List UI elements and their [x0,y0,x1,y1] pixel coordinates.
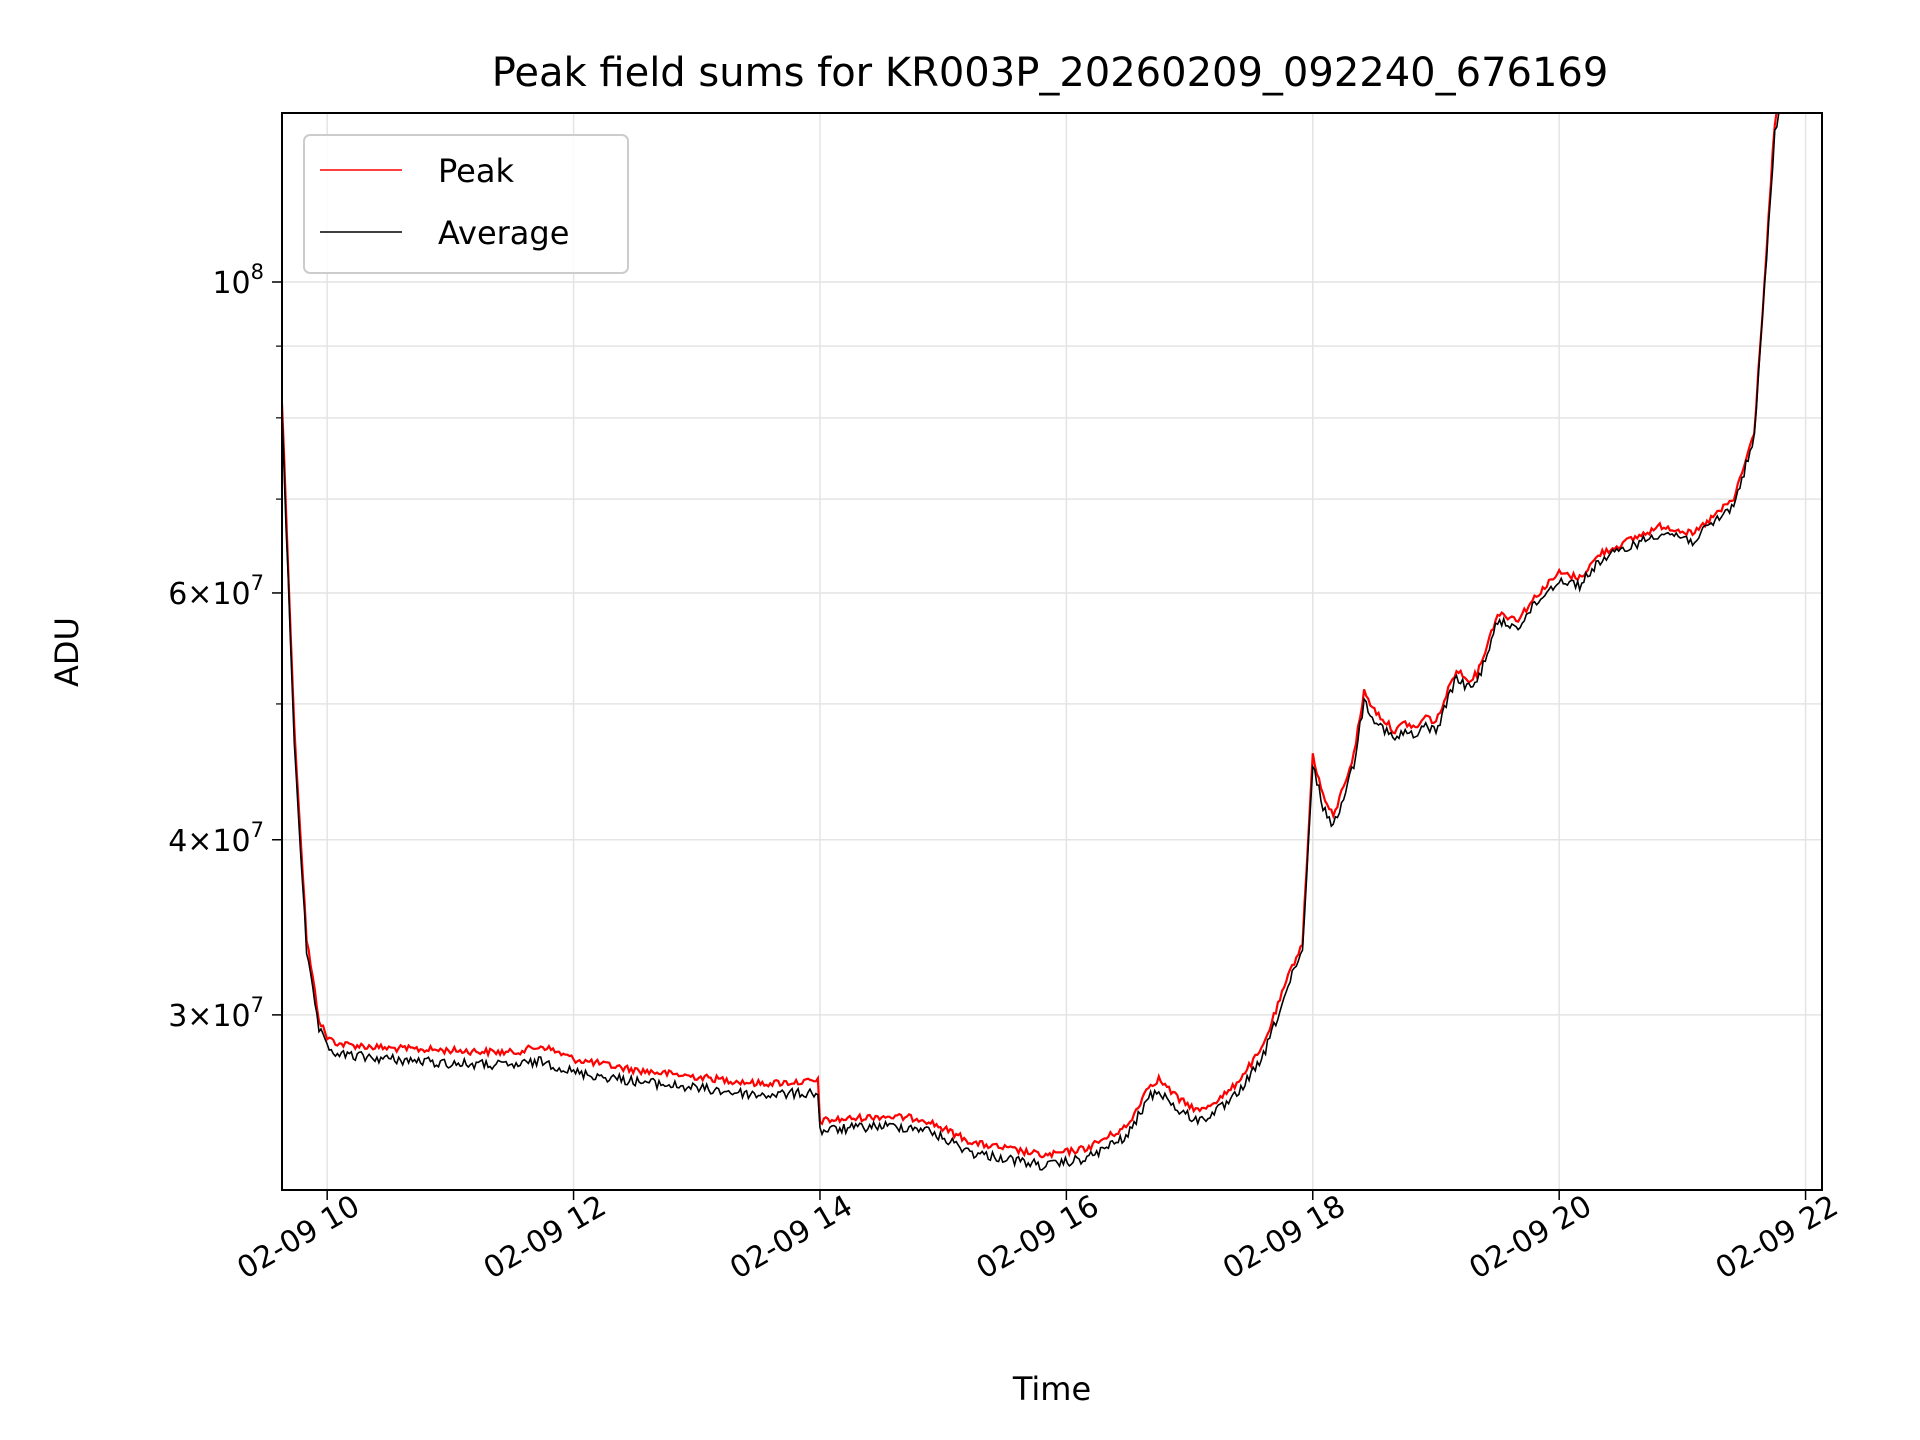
y-tick-label: 4×107 [168,818,264,859]
y-tick-label: 6×107 [168,571,264,612]
series-line-peak [282,113,1778,1160]
legend: Peak Average [303,134,629,274]
plot-frame [281,112,1823,1191]
chart-title: Peak field sums for KR003P_20260209_0922… [492,50,1609,96]
legend-peak-label: Peak [438,152,514,190]
y-tick-label: 108 [212,260,264,301]
series-lines [282,113,1780,1171]
grid-lines [282,113,1822,1190]
y-axis-label: ADU [48,617,86,687]
legend-average-label: Average [438,214,569,252]
y-axis-ticks: 3×107 4×107 6×107 108 [168,260,282,1034]
series-line-average [282,113,1780,1171]
y-tick-label: 3×107 [168,993,264,1034]
x-axis-label: Time [1012,1370,1091,1408]
